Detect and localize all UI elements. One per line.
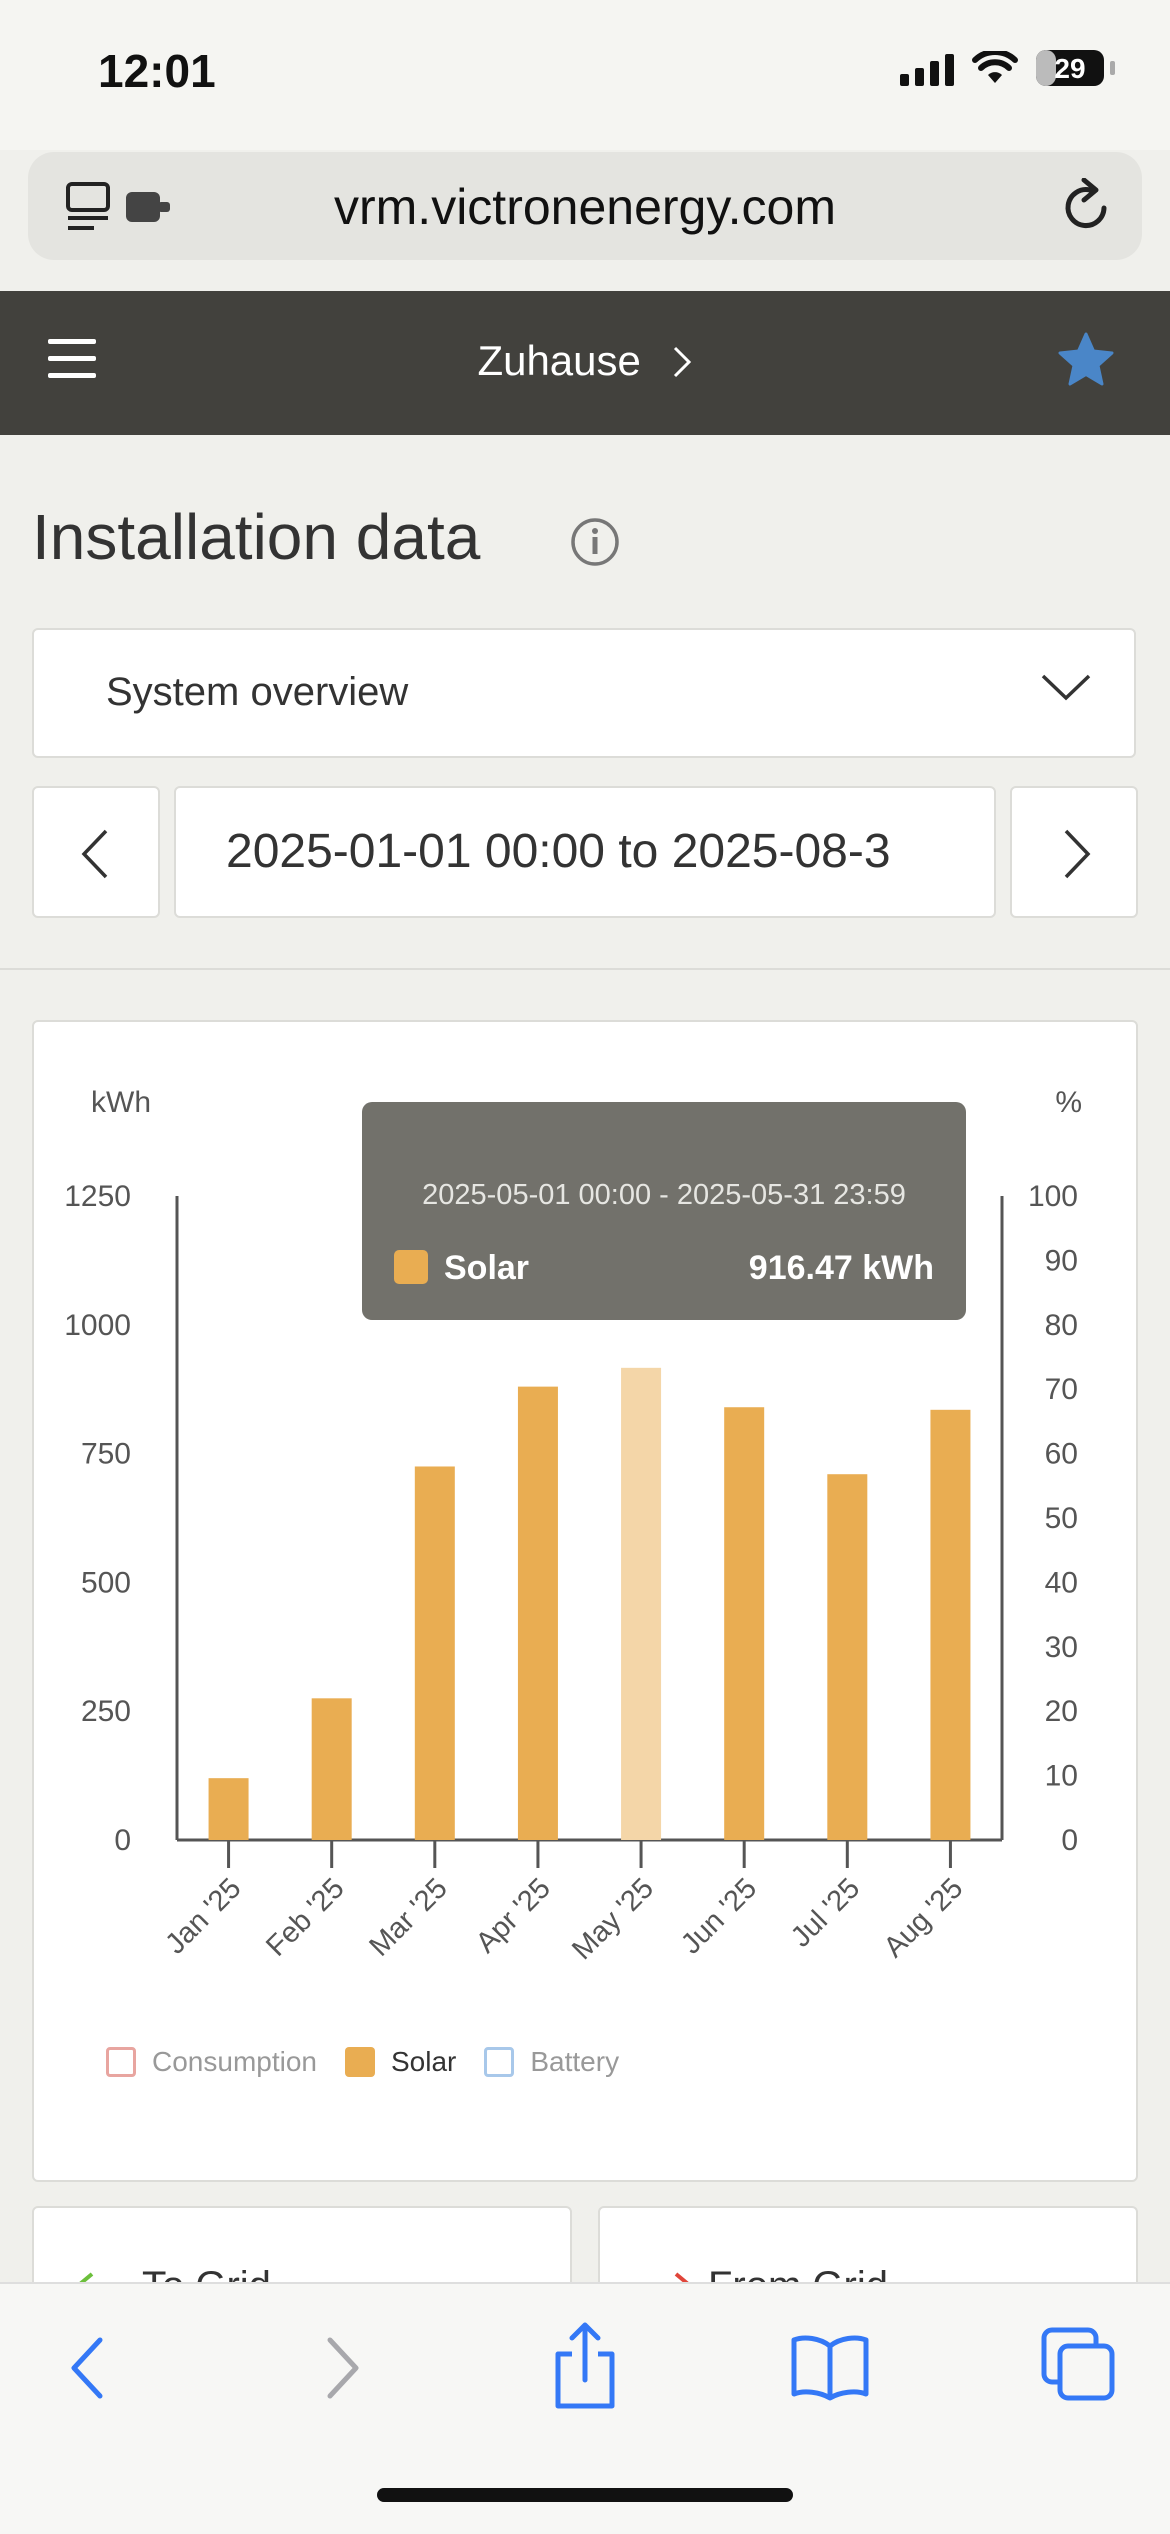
wifi-icon [972,51,1018,83]
legend-label-consumption: Consumption [152,2046,317,2077]
date-range-text: 2025-01-01 00:00 to 2025-08-3 [226,825,891,878]
legend-item-solar[interactable]: Solar [344,2046,457,2078]
y-tick-label-right: 50 [1045,1502,1078,1535]
installation-selector[interactable]: Zuhause [0,337,1170,385]
y-tick-label-left: 750 [81,1438,131,1471]
tooltip-swatch-solar [394,1250,428,1284]
x-tick-label: May '25 [566,1872,660,1966]
legend-item-battery[interactable]: Battery [484,2046,619,2078]
legend-item-consumption[interactable]: Consumption [106,2046,317,2078]
app-header: Zuhause [0,291,1170,435]
y-tick-label-right: 90 [1045,1244,1078,1277]
status-bar: 12:01 29 [0,0,1170,150]
legend-swatch-battery [484,2047,515,2077]
y-tick-label-right: 70 [1045,1373,1078,1406]
chart-tooltip: 2025-05-01 00:00 - 2025-05-31 23:59 Solar… [362,1102,966,1320]
x-tick-label: Apr '25 [470,1872,557,1959]
url-text: vrm.victronenergy.com [334,179,836,235]
legend-label-battery: Battery [530,2046,620,2077]
address-bar[interactable]: vrm.victronenergy.com [28,152,1142,260]
view-select[interactable]: System overview [32,628,1136,758]
y-tick-label-right: 0 [1061,1824,1078,1857]
forward-icon[interactable] [316,2328,366,2408]
x-tick-label: Mar '25 [363,1872,453,1962]
y-tick-label-left: 250 [81,1695,131,1728]
chart-card: kWh% 0 250 500 750 1000 1250 0 10 20 30 40 50 60 70 80 9… [32,1020,1138,2182]
x-tick-label: Jun '25 [675,1872,763,1960]
y-tick-label-right: 20 [1045,1695,1078,1728]
x-tick-label: Feb '25 [260,1872,350,1962]
chevron-down-icon [1041,674,1091,701]
legend-swatch-solar [344,2047,375,2077]
y-tick-label-left: 500 [81,1566,131,1599]
cellular-signal-icon [900,50,954,86]
x-tick-label: Jan '25 [159,1872,247,1960]
battery-level: 29 [1054,53,1086,84]
reload-icon[interactable] [1060,178,1114,234]
back-icon[interactable] [64,2328,114,2408]
y-axis-unit-right: % [1055,1086,1082,1119]
chevron-left-icon [81,829,108,879]
bookmarks-icon[interactable] [790,2332,870,2402]
tabs-icon[interactable] [1040,2326,1116,2402]
y-tick-label-right: 30 [1045,1631,1078,1664]
x-tick-label: Aug '25 [878,1872,970,1964]
view-select-value: System overview [106,670,409,714]
legend-label-solar: Solar [390,2046,457,2077]
menu-icon[interactable] [48,339,96,379]
installation-name: Zuhause [477,337,641,384]
y-tick-label-right: 80 [1045,1309,1078,1342]
tooltip-series: Solar [444,1249,529,1287]
previous-period-button[interactable] [32,786,160,918]
chevron-right-icon [1064,829,1091,879]
tooltip-range: 2025-05-01 00:00 - 2025-05-31 23:59 [422,1179,906,1211]
chevron-right-icon [673,346,691,378]
bar-solar[interactable] [208,1778,249,1840]
bar-solar[interactable] [414,1466,455,1840]
y-tick-label-right: 10 [1045,1760,1078,1793]
bar-solar[interactable] [930,1409,971,1840]
y-tick-label-left: 1000 [64,1309,131,1342]
bar-solar[interactable] [724,1407,765,1840]
y-axis-unit-left: kWh [91,1086,151,1119]
page-title: Installation data [32,501,481,573]
bar-solar[interactable] [827,1474,868,1840]
y-tick-label-right: 100 [1028,1180,1078,1213]
y-tick-label-left: 0 [114,1824,131,1857]
favorite-star-icon[interactable] [1056,331,1116,389]
solar-bar-chart[interactable]: kWh % 0 250 500 750 1000 1250 0 10 20 30 40 50 60 70 80 9… [34,1022,1138,2022]
legend-swatch-consumption [106,2047,136,2077]
page-settings-icon[interactable] [64,180,184,234]
next-period-button[interactable] [1010,786,1138,918]
y-tick-label-right: 40 [1045,1566,1078,1599]
bar-solar[interactable] [621,1367,662,1840]
y-tick-label-left: 1250 [64,1180,131,1213]
divider [0,968,1170,970]
bar-solar[interactable] [311,1698,352,1840]
date-range-picker[interactable]: 2025-01-01 00:00 to 2025-08-3 [174,786,996,918]
y-tick-label-right: 60 [1045,1438,1078,1471]
tooltip-value: 916.47 kWh [749,1249,934,1287]
chart-legend: Consumption Solar Battery [106,2046,647,2078]
bar-solar[interactable] [517,1386,558,1840]
status-time: 12:01 [98,45,216,97]
tooltip-background [362,1102,966,1320]
share-icon[interactable] [550,2320,620,2410]
info-icon[interactable] [570,517,620,567]
x-tick-label: Jul '25 [785,1872,866,1953]
battery-icon: 29 [1036,50,1104,86]
home-indicator [377,2488,793,2502]
